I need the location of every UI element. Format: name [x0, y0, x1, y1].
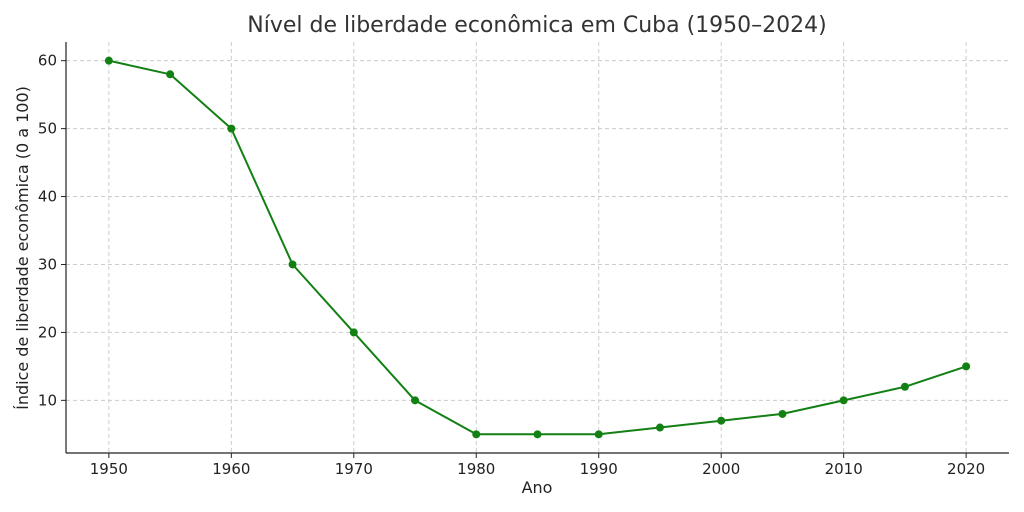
data-point [717, 416, 726, 425]
x-axis-label: Ano [522, 478, 553, 497]
y-tick-label: 30 [38, 255, 57, 273]
x-axis-ticks: 1950 1960 1970 1980 1990 2000 2010 2020 [90, 453, 985, 478]
y-tick-label: 60 [38, 52, 57, 70]
x-tick-label: 1950 [90, 460, 128, 478]
series [104, 56, 971, 439]
chart-title: Nível de liberdade econômica em Cuba (19… [247, 13, 827, 38]
data-point [839, 396, 848, 405]
data-point [227, 124, 236, 133]
data-point [900, 382, 909, 391]
data-point [349, 328, 358, 337]
y-tick-label: 50 [38, 120, 57, 138]
data-point [962, 362, 971, 371]
x-tick-label: 2000 [702, 460, 740, 478]
x-tick-label: 1980 [457, 460, 495, 478]
data-point [533, 430, 542, 439]
data-point [288, 260, 297, 269]
data-point [655, 423, 664, 432]
axes-frame [65, 42, 1009, 454]
y-axis-label: Índice de liberdade econômica (0 a 100) [13, 86, 32, 410]
y-tick-label: 20 [38, 323, 57, 341]
y-tick-label: 10 [38, 391, 57, 409]
y-tick-label: 40 [38, 188, 57, 206]
x-tick-label: 1990 [580, 460, 618, 478]
x-tick-label: 1970 [335, 460, 373, 478]
data-point [472, 430, 481, 439]
data-point [594, 430, 603, 439]
data-point [411, 396, 420, 405]
x-tick-label: 2020 [947, 460, 985, 478]
x-tick-label: 2010 [825, 460, 863, 478]
y-axis-ticks: 10 20 30 40 50 60 [38, 52, 66, 409]
grid [66, 42, 1009, 453]
data-point [166, 70, 175, 79]
x-tick-label: 1960 [212, 460, 250, 478]
series-line [108, 59, 967, 436]
data-point [104, 56, 113, 65]
data-point [778, 409, 787, 418]
